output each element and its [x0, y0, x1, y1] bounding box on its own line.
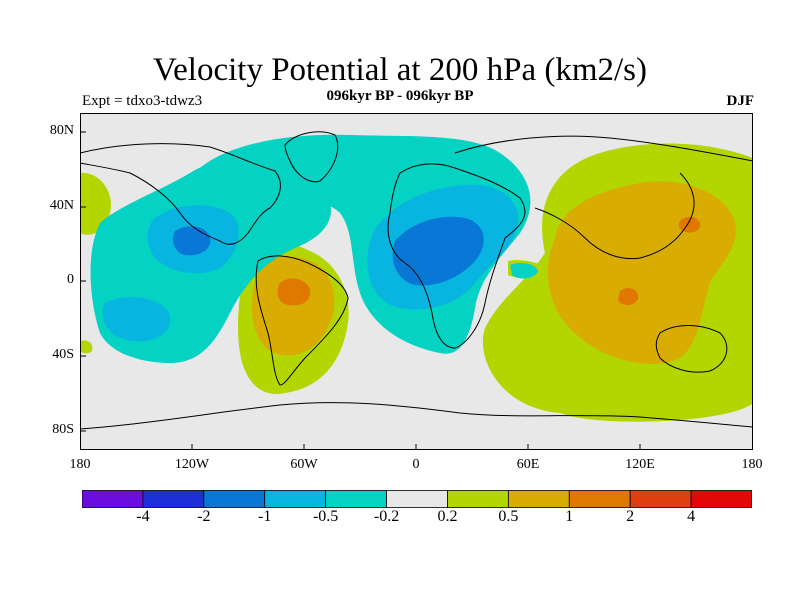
- colorbar-label: -0.2: [373, 508, 400, 525]
- lat-label-40n: 40N: [49, 198, 74, 213]
- colorbar-swatch: [82, 490, 144, 508]
- colorbar: [82, 490, 752, 508]
- colorbar-labels: -4 -2 -1 -0.5 -0.2 0.2 0.5 1 2 4: [82, 508, 752, 532]
- colorbar-swatch: [507, 490, 570, 508]
- colorbar-swatch: [568, 490, 631, 508]
- velocity-potential-map: [80, 113, 753, 450]
- lon-label-180-left: 180: [69, 457, 91, 472]
- axis-ticks: [80, 131, 641, 450]
- colorbar-swatch: [629, 490, 692, 508]
- lon-label-120e: 120E: [625, 457, 655, 472]
- colorbar-label: 2: [626, 508, 635, 525]
- colorbar-swatch: [386, 490, 448, 508]
- colorbar-label: 4: [687, 508, 696, 525]
- colorbar-label: 0.2: [437, 508, 458, 525]
- experiment-label: Expt = tdxo3-tdwz3: [82, 93, 203, 109]
- season-label: DJF: [726, 93, 755, 109]
- colorbar-swatch: [203, 490, 266, 508]
- coastlines: [80, 131, 753, 430]
- colorbar-label: -4: [136, 508, 150, 525]
- colorbar-swatch: [447, 490, 509, 508]
- colorbar-label: -1: [258, 508, 272, 525]
- colorbar-swatch: [142, 490, 205, 508]
- lon-label-0: 0: [412, 457, 420, 472]
- lon-label-120w: 120W: [174, 457, 210, 472]
- negative-contour-fill-1: [173, 216, 484, 286]
- colorbar-label: -0.5: [312, 508, 339, 525]
- colorbar-swatch: [690, 490, 752, 508]
- page-title: Velocity Potential at 200 hPa (km2/s): [152, 52, 648, 88]
- colorbar-swatch: [264, 490, 327, 508]
- lon-label-180-right: 180: [741, 457, 763, 472]
- lat-label-40s: 40S: [52, 347, 74, 362]
- lon-label-60w: 60W: [290, 457, 318, 472]
- subtitle: 096kyr BP - 096kyr BP: [326, 88, 474, 104]
- lat-label-80n: 80N: [49, 123, 74, 138]
- colorbar-label: 0.5: [498, 508, 519, 525]
- colorbar-swatch: [325, 490, 387, 508]
- colorbar-label: -2: [197, 508, 211, 525]
- lat-label-80s: 80S: [52, 422, 74, 437]
- lat-label-0: 0: [67, 272, 74, 287]
- lon-label-60e: 60E: [516, 457, 540, 472]
- colorbar-label: 1: [565, 508, 574, 525]
